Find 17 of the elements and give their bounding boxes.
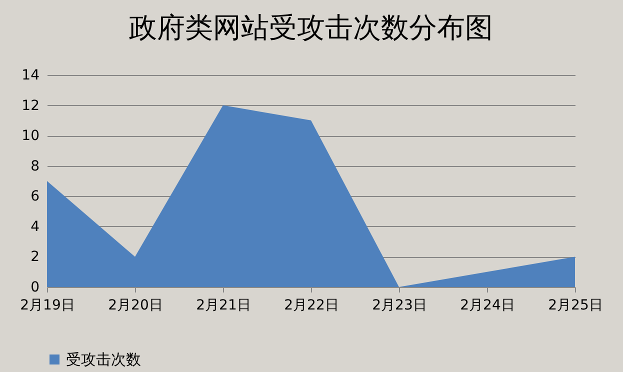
y-tick-label: 14: [22, 68, 40, 84]
legend-label: 受攻击次数: [66, 350, 141, 368]
y-tick-label: 0: [30, 280, 40, 296]
y-tick-label: 12: [22, 98, 40, 114]
x-tick-label: 2月25日: [548, 298, 603, 314]
x-tick-label: 2月21日: [196, 298, 251, 314]
y-tick-label: 4: [30, 218, 40, 235]
x-tick-label: 2月20日: [108, 298, 163, 314]
x-tick-label: 2月22日: [284, 298, 339, 314]
y-tick-label: 2: [30, 249, 40, 266]
y-tick-label: 10: [22, 128, 40, 144]
y-tick-label: 8: [30, 158, 40, 174]
x-tick-label: 2月24日: [460, 298, 515, 314]
x-tick-label: 2月19日: [20, 298, 75, 314]
x-tick-label: 2月23日: [372, 298, 427, 314]
y-tick-label: 6: [30, 188, 40, 205]
chart-title: 政府类网站受攻击次数分布图: [129, 11, 493, 44]
